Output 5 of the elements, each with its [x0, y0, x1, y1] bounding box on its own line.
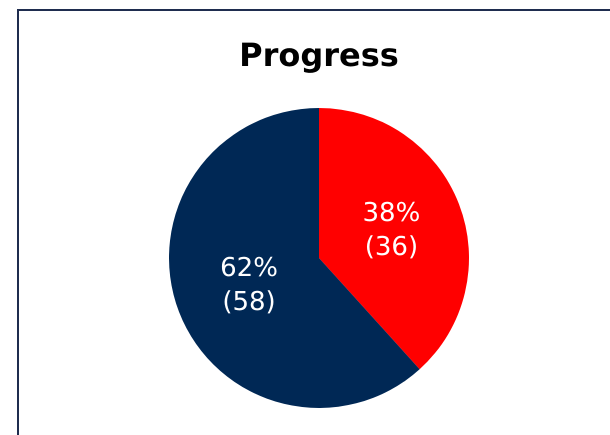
data-label: 62% (58) [220, 253, 278, 317]
pie-slice [169, 108, 420, 408]
pie-slice [319, 108, 469, 370]
chart-title: Progress [239, 36, 399, 74]
data-label: 38% (36) [362, 198, 420, 262]
